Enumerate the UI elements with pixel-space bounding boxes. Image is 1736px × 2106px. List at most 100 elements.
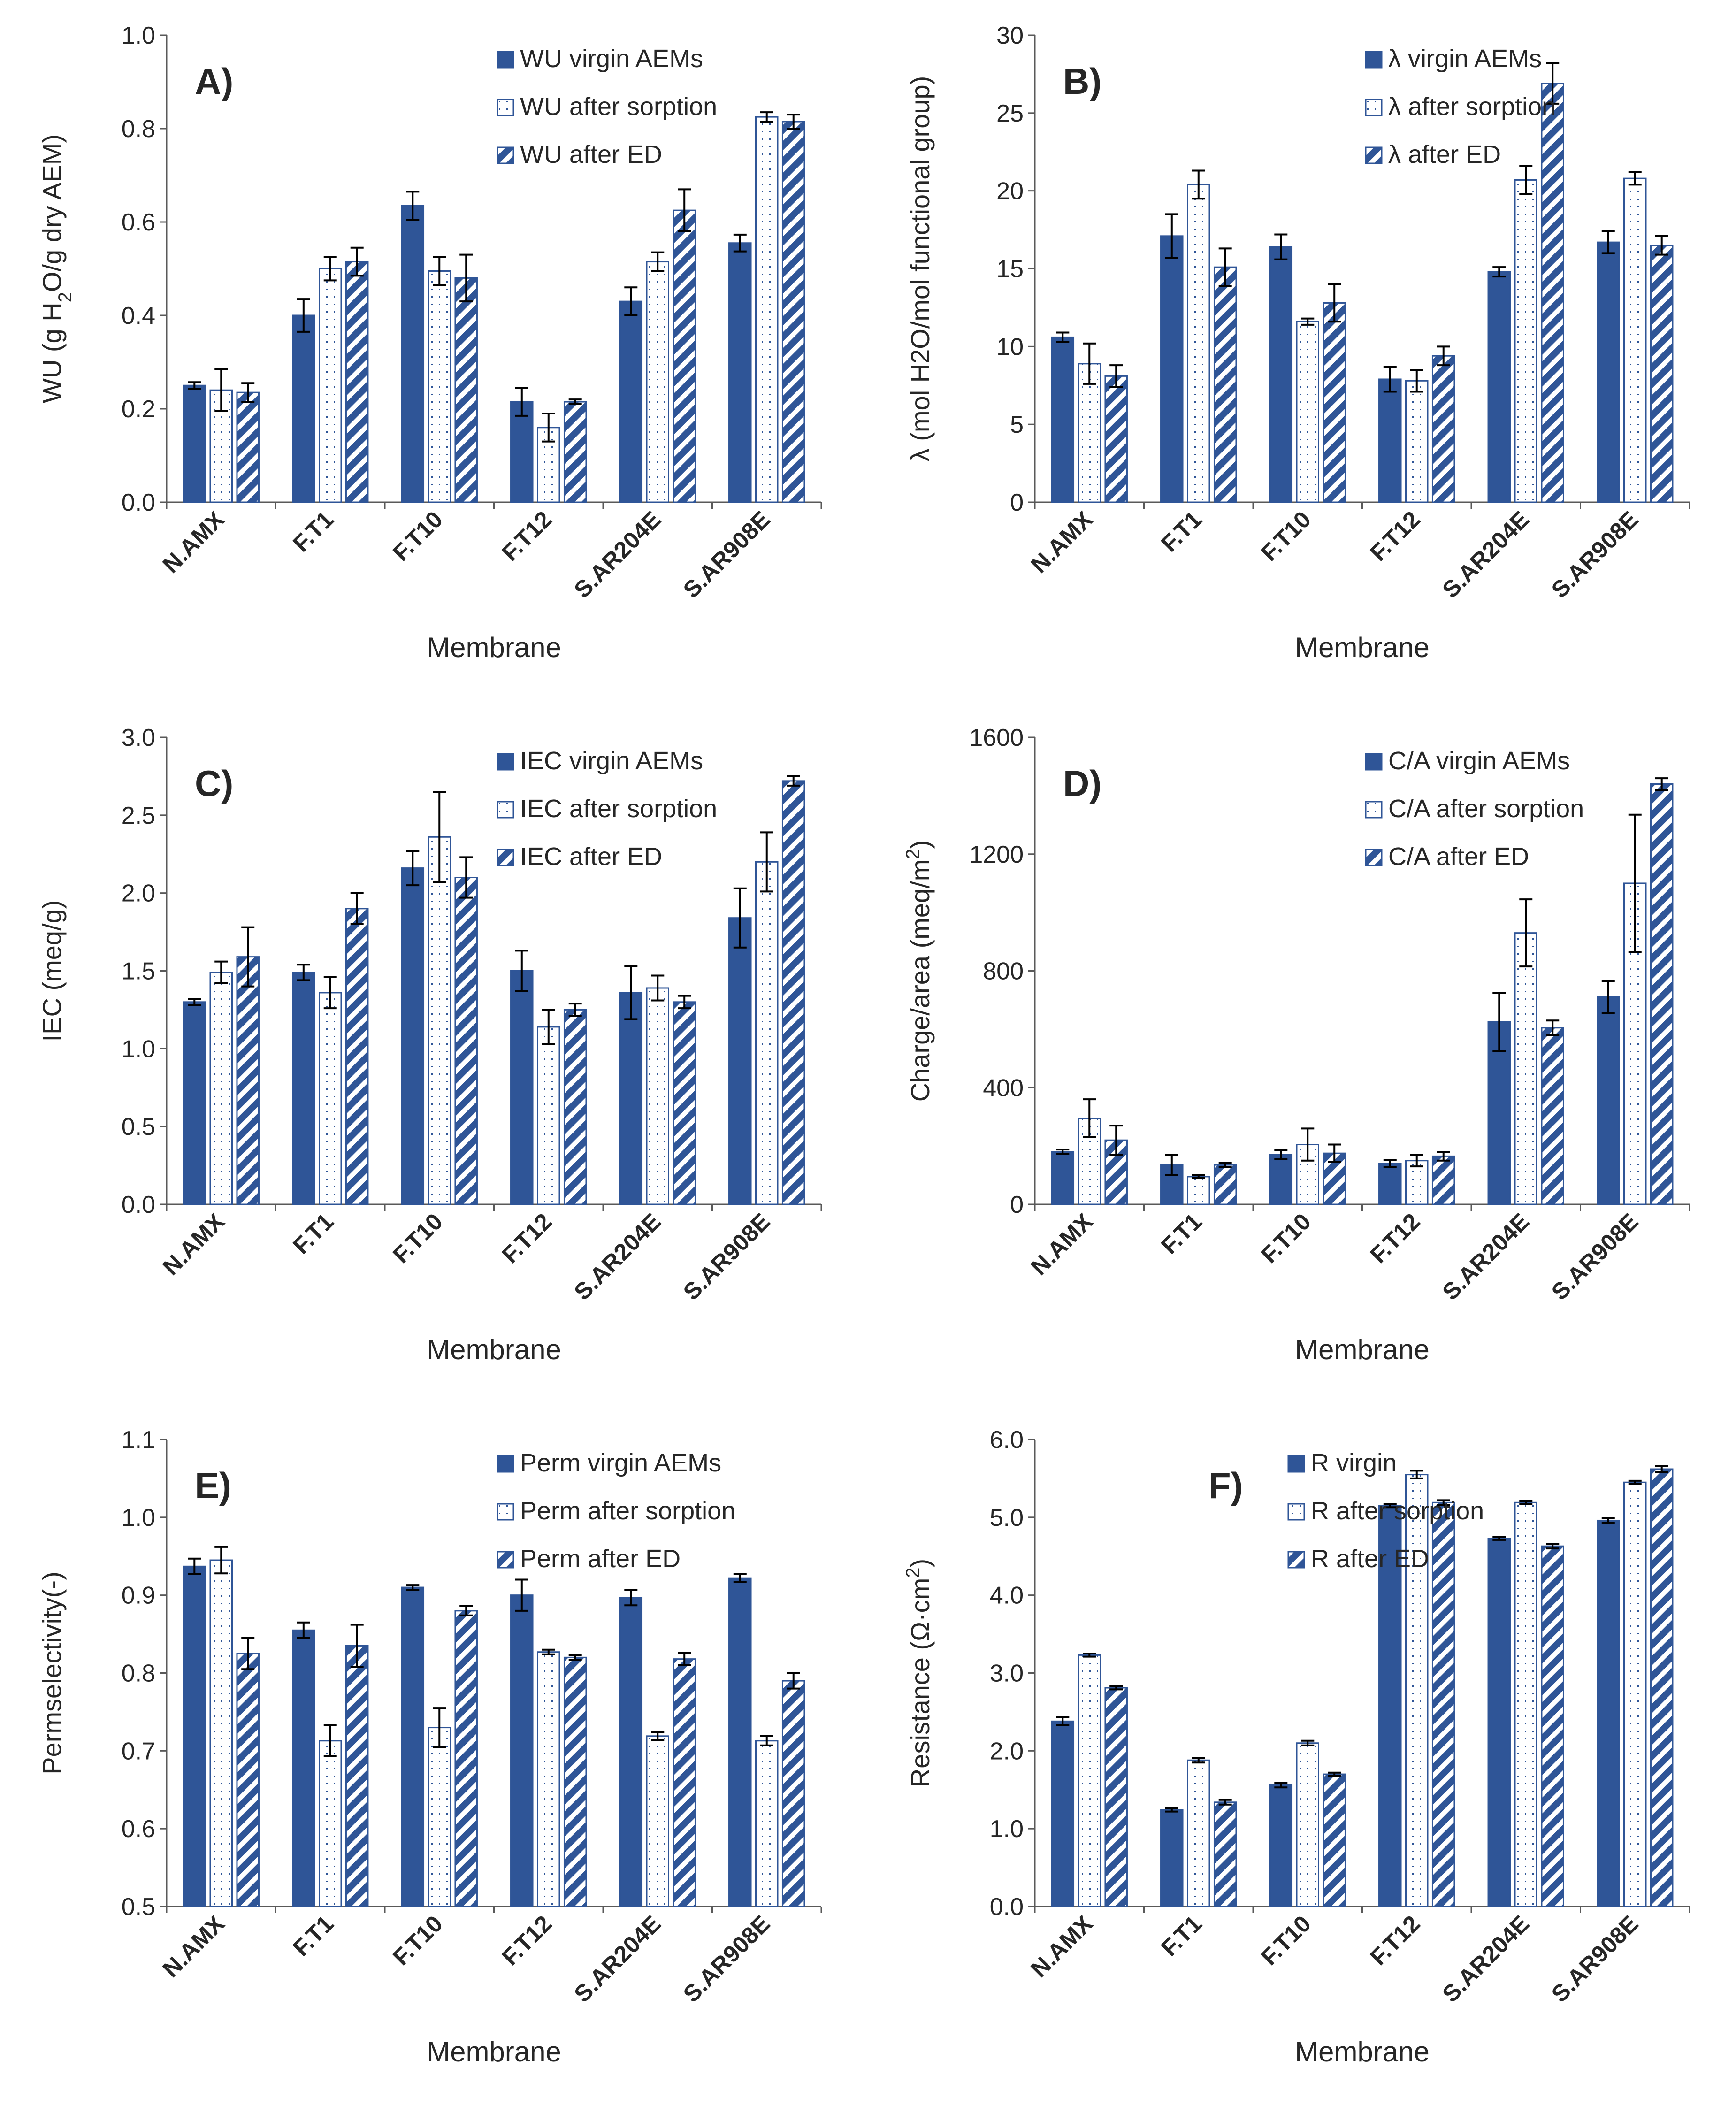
bar-c-a-after-ed-s-ar908e	[1650, 783, 1674, 1205]
bar-perm-after-sorption-s-ar204e	[646, 1735, 669, 1907]
legend: IEC virgin AEMs IEC after sorption IEC aft…	[497, 747, 717, 871]
label-part: Resistance (Ω·cm	[905, 1578, 935, 1787]
legend-swatch-solid	[497, 1455, 514, 1473]
bar-r-after-sorption-f-t12	[1405, 1474, 1429, 1907]
subscript: 2	[55, 292, 76, 302]
bar-after-sorption-s-ar908e	[1623, 177, 1647, 503]
bar-wu-after-ed-f-t10	[454, 277, 478, 503]
legend-label-after-sorption: λ after sorption	[1388, 92, 1556, 121]
bar-virgin-aems-f-t10	[1269, 246, 1293, 503]
chart-panel-d: 0 400 800 1200 1600 N.AMX F.T1 F.T10 F.T12 S.AR20…	[868, 702, 1736, 1404]
bar-iec-virgin-aems-f-t12	[510, 970, 534, 1205]
y-tick-label: 0.0	[122, 1191, 155, 1218]
bar-wu-after-ed-f-t1	[345, 261, 369, 503]
y-axis-label: WU (g H2O/g dry AEM)	[37, 134, 76, 403]
y-tick-label: 2.0	[122, 880, 155, 907]
x-tick-label-s-ar908e: S.AR908E	[678, 1208, 775, 1305]
bar-iec-after-sorption-s-ar908e	[755, 861, 779, 1205]
legend-label-r-after-ed: R after ED	[1311, 1545, 1429, 1573]
bar-chart-b: 0 5 10 15 20 25 30 N.AMX F.T1 F.T10 F.T12 S.AR204E S…	[905, 22, 1690, 663]
legend-swatch-dots	[497, 99, 514, 116]
y-tick-label: 0	[1010, 1191, 1024, 1218]
bar-c-a-virgin-aems-f-t10	[1269, 1154, 1293, 1205]
x-tick-label-f-t1: F.T1	[1156, 1910, 1207, 1961]
panel-letter: D)	[1063, 763, 1101, 804]
bar-r-after-ed-f-t1	[1213, 1801, 1237, 1907]
bar-perm-virgin-aems-s-ar908e	[728, 1577, 752, 1907]
x-tick-label-f-t1: F.T1	[288, 1910, 338, 1961]
x-tick-label-f-t10: F.T10	[388, 1208, 448, 1268]
bar-wu-virgin-aems-n-amx	[183, 384, 206, 503]
bar-perm-after-sorption-f-t12	[537, 1651, 560, 1907]
x-axis-label: Membrane	[1295, 632, 1430, 663]
legend-label-wu-after-ed: WU after ED	[520, 140, 662, 168]
bar-iec-after-ed-f-t1	[345, 908, 369, 1205]
y-tick-label: 1.0	[990, 1815, 1024, 1843]
bar-chart-e: 0.5 0.6 0.7 0.8 0.9 1.0 1.1 N.AMX F.T1 F.T10 F.T12…	[37, 1426, 822, 2068]
bar-after-ed-s-ar204e	[1541, 83, 1564, 503]
y-tick-label: 0.7	[122, 1738, 155, 1765]
y-tick-label: 0.4	[122, 302, 155, 329]
y-tick-label: 3.0	[122, 724, 155, 751]
bar-r-virgin-f-t12	[1378, 1505, 1402, 1907]
x-tick-label-s-ar204e: S.AR204E	[1437, 1208, 1534, 1305]
chart-panel-e: 0.5 0.6 0.7 0.8 0.9 1.0 1.1 N.AMX F.T1 F.T10 F.T12…	[0, 1404, 868, 2106]
bar-wu-after-sorption-s-ar908e	[755, 116, 779, 503]
bar-r-after-sorption-f-t10	[1296, 1742, 1319, 1907]
bar-iec-virgin-aems-f-t1	[292, 972, 315, 1205]
bar-r-virgin-s-ar908e	[1597, 1519, 1620, 1907]
bar-perm-after-ed-f-t12	[563, 1656, 587, 1907]
bar-virgin-aems-s-ar908e	[1597, 241, 1620, 503]
legend-swatch-diag	[497, 849, 514, 866]
y-tick-label: 10	[996, 333, 1024, 360]
legend-label-iec-after-ed: IEC after ED	[520, 842, 662, 871]
y-axis-label: Permselectivity(-)	[37, 1571, 67, 1774]
bar-wu-after-sorption-f-t10	[428, 270, 451, 503]
y-tick-label: 0.8	[122, 115, 155, 143]
label-part: Charge/area (meq/m	[905, 859, 935, 1102]
bar-wu-after-sorption-s-ar204e	[646, 261, 669, 503]
bar-perm-after-sorption-f-t1	[319, 1740, 342, 1907]
x-tick-label-n-amx: N.AMX	[1026, 1208, 1098, 1280]
y-tick-label: 1200	[969, 841, 1024, 868]
label-part: IEC (meq/g)	[37, 900, 67, 1042]
bar-perm-virgin-aems-n-amx	[183, 1565, 206, 1907]
y-tick-label: 800	[983, 958, 1024, 985]
x-tick-label-f-t10: F.T10	[1256, 506, 1316, 566]
bar-after-ed-s-ar908e	[1650, 245, 1674, 503]
legend-swatch-solid	[1287, 1455, 1305, 1473]
y-tick-label: 6.0	[990, 1426, 1024, 1454]
bar-iec-virgin-aems-f-t10	[401, 867, 425, 1205]
y-tick-label: 3.0	[990, 1660, 1024, 1687]
y-tick-label: 0.0	[122, 489, 155, 516]
legend-swatch-diag	[1365, 146, 1383, 164]
legend-label-c-a-after-ed: C/A after ED	[1388, 842, 1529, 871]
bar-wu-after-ed-f-t12	[563, 401, 587, 503]
bar-r-after-sorption-n-amx	[1078, 1654, 1101, 1907]
bar-wu-after-ed-s-ar204e	[673, 209, 696, 503]
legend-label-wu-virgin-aems: WU virgin AEMs	[520, 45, 703, 73]
bar-after-sorption-f-t10	[1296, 321, 1319, 503]
panel-letter: E)	[195, 1465, 231, 1506]
x-tick-label-f-t10: F.T10	[1256, 1208, 1316, 1268]
x-tick-label-s-ar204e: S.AR204E	[1437, 506, 1534, 603]
x-tick-label-s-ar204e: S.AR204E	[569, 1910, 666, 2007]
bar-r-after-sorption-f-t1	[1187, 1759, 1210, 1907]
y-tick-label: 2.0	[990, 1738, 1024, 1765]
x-tick-label-s-ar908e: S.AR908E	[1546, 1910, 1644, 2007]
legend-swatch-diag	[1287, 1551, 1305, 1569]
y-tick-label: 0.6	[122, 1815, 155, 1843]
legend-label-perm-after-ed: Perm after ED	[520, 1545, 681, 1573]
x-tick-label-f-t10: F.T10	[1256, 1910, 1316, 1970]
x-tick-label-f-t1: F.T1	[288, 506, 338, 557]
y-tick-label: 20	[996, 178, 1024, 205]
bar-after-ed-f-t10	[1323, 302, 1346, 503]
legend-label-perm-virgin-aems: Perm virgin AEMs	[520, 1449, 721, 1477]
legend: WU virgin AEMs WU after sorption WU after …	[497, 45, 717, 168]
bar-r-after-sorption-s-ar204e	[1514, 1501, 1537, 1907]
x-tick-label-s-ar204e: S.AR204E	[1437, 1910, 1534, 2007]
x-tick-label-f-t12: F.T12	[497, 1910, 557, 1970]
bar-chart-a: 0.00.20.40.60.81.0N.AMX F.T1 F.T10 F.T12 S.A…	[37, 22, 822, 663]
x-tick-label-f-t1: F.T1	[288, 1208, 338, 1259]
y-tick-label: 0	[1010, 489, 1024, 516]
